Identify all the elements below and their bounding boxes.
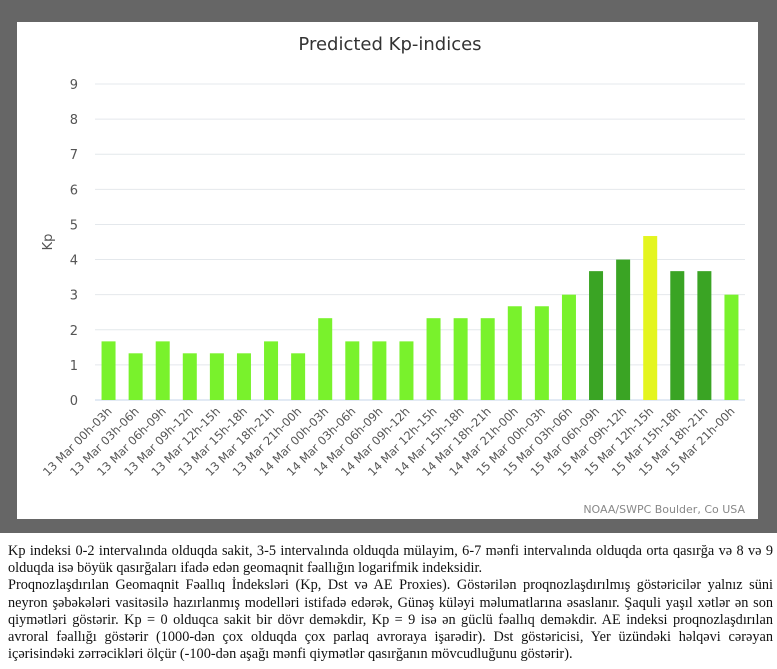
y-tick-label: 7: [70, 148, 78, 163]
y-tick-label: 9: [70, 78, 78, 93]
bar: [318, 318, 333, 400]
bar: [264, 341, 279, 400]
bar: [643, 236, 658, 400]
bar: [155, 341, 170, 400]
bar: [534, 306, 549, 400]
y-tick-label: 4: [70, 254, 78, 269]
caption-paragraph-2: Proqnozlaşdırılan Geomaqnit Fəallıq İnde…: [8, 577, 773, 663]
bar: [128, 353, 143, 400]
y-tick-label: 5: [70, 218, 78, 233]
bar: [561, 294, 576, 400]
y-tick-label: 1: [70, 359, 78, 374]
y-tick-label: 2: [70, 324, 78, 339]
bar: [724, 294, 739, 400]
bar: [426, 318, 441, 400]
bar: [589, 271, 604, 400]
bar: [182, 353, 197, 400]
bar: [670, 271, 685, 400]
bar: [697, 271, 712, 400]
bar: [345, 341, 360, 400]
bar: [453, 318, 468, 400]
chart-panel: [17, 22, 758, 519]
bar: [291, 353, 306, 400]
bar: [236, 353, 251, 400]
bar: [480, 318, 495, 400]
y-tick-label: 8: [70, 113, 78, 128]
bar: [507, 306, 522, 400]
caption: Kp indeksi 0-2 intervalında olduqda saki…: [8, 543, 773, 663]
bar: [209, 353, 224, 400]
bar: [372, 341, 387, 400]
y-tick-label: 6: [70, 183, 78, 198]
bar: [616, 259, 631, 400]
y-tick-label: 3: [70, 289, 78, 304]
credit-label: NOAA/SWPC Boulder, Co USA: [583, 503, 745, 516]
bar: [399, 341, 414, 400]
caption-paragraph-1: Kp indeksi 0-2 intervalında olduqda saki…: [8, 543, 773, 577]
y-axis-label: Kp: [41, 234, 56, 251]
y-tick-label: 0: [70, 394, 78, 409]
chart-title: Predicted Kp-indices: [298, 34, 481, 55]
bar: [101, 341, 116, 400]
